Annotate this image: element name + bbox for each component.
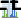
Bar [7,9,8,17]
Bar [3,16,4,17]
Bar [11,13,12,17]
Bar [10,15,11,17]
Bar [2,16,3,17]
Bar [12,12,13,17]
Text: DE-BR: DE-BR [0,0,21,16]
Bar [4,9,5,17]
Bar [6,14,7,17]
Bar [14,14,15,17]
Bar [13,16,14,17]
Text: NL-BR: NL-BR [0,0,21,16]
